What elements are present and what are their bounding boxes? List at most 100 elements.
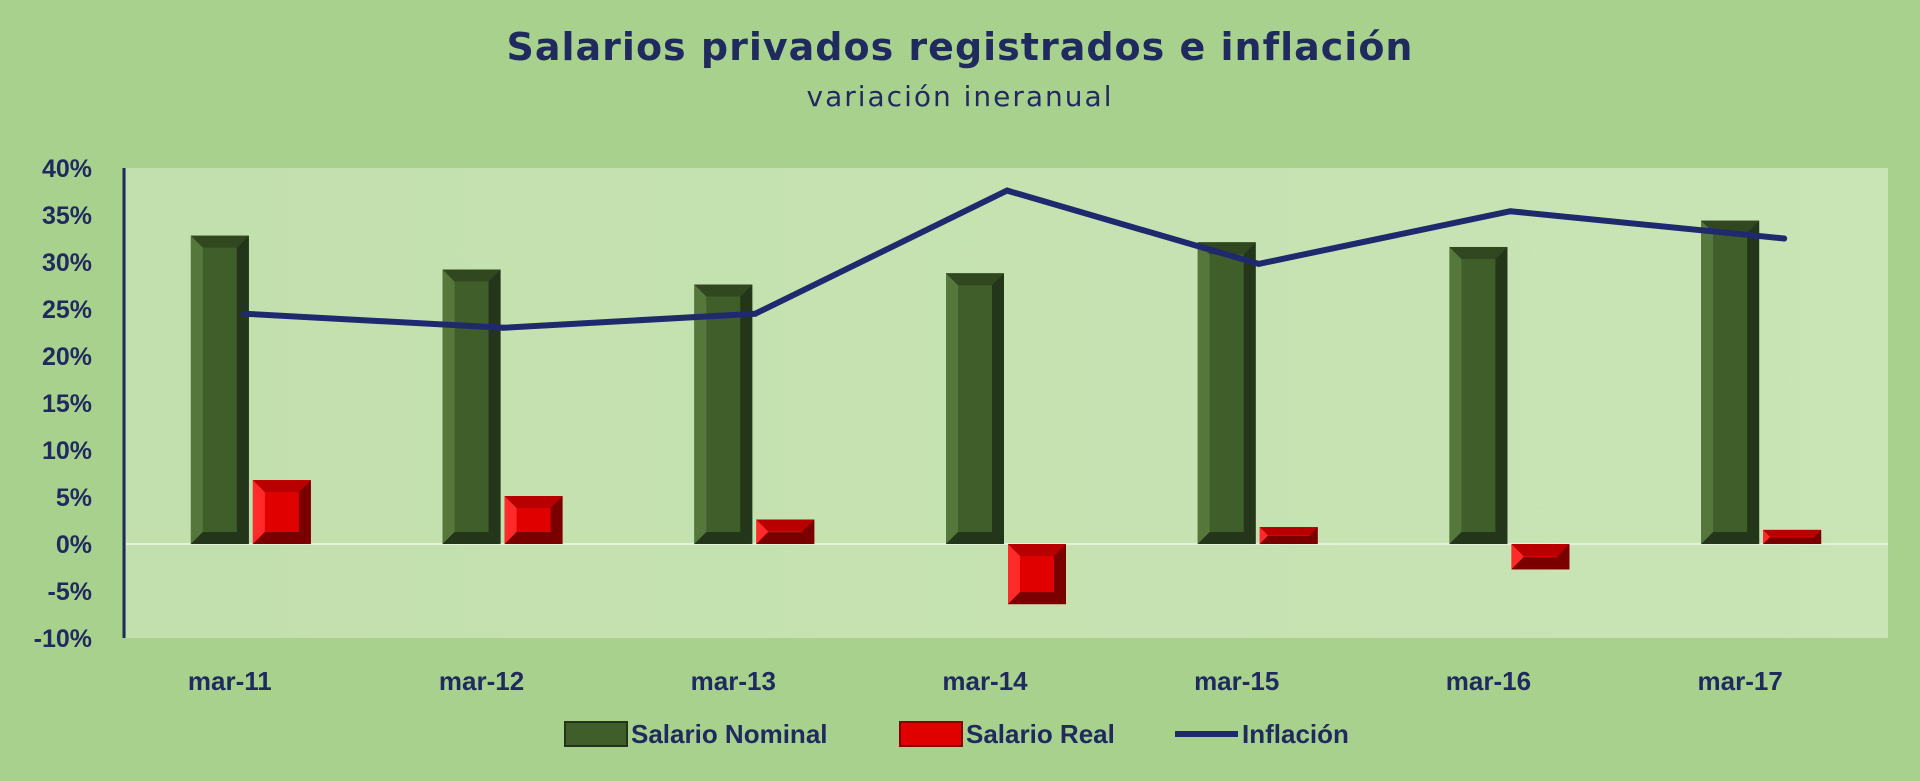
bar-salario-real (756, 519, 815, 544)
point-inflacion (500, 324, 507, 331)
bar-salario-real-bevel-left (1008, 544, 1020, 605)
bar-salario-nominal-bevel-right (1495, 246, 1508, 544)
bar-salario-nominal-bevel-left (442, 269, 455, 544)
y-tick-label: -10% (34, 625, 92, 653)
point-inflacion (1781, 235, 1788, 242)
bar-salario-real-bevel-right (1054, 544, 1066, 605)
bar-salario-real-bevel-right (1814, 529, 1822, 544)
bar-salario-nominal-bevel-bottom (190, 532, 249, 544)
point-inflacion (240, 310, 247, 317)
y-tick-label: 20% (42, 343, 92, 371)
inflation-line-group (240, 187, 1788, 331)
y-axis-ticks: 40% 35% 30% 25% 20% 15% 10% 5% 0% -5% -10% (34, 155, 92, 653)
bar-salario-real (1511, 544, 1570, 570)
bar-salario-real-bevel-right (802, 519, 815, 544)
x-tick-label: mar-13 (691, 666, 776, 696)
y-tick-label: 15% (42, 390, 92, 418)
bar-salario-real-bevel-bottom (1008, 592, 1066, 605)
bar-salario-nominal-bevel-top (1449, 246, 1508, 259)
bar-salario-nominal (694, 284, 753, 544)
bar-salario-real-bevel-right (550, 496, 563, 544)
bar-salario-real-bevel-top (252, 480, 311, 493)
bar-salario-real (1763, 529, 1822, 544)
bar-salario-real-bevel-top (756, 519, 815, 532)
bar-salario-real-bevel-left (252, 480, 265, 544)
point-inflacion (752, 310, 759, 317)
bar-salario-real-bevel-bottom (1259, 536, 1318, 544)
y-tick-label: 0% (56, 531, 92, 559)
bar-salario-nominal-bevel-left (190, 235, 203, 544)
bar-salario-nominal-bevel-right (488, 269, 501, 544)
point-inflacion (1507, 208, 1514, 215)
bar-salario-real-bevel-right (1557, 544, 1570, 570)
bar-salario-real (252, 480, 311, 544)
bar-salario-nominal-bevel-bottom (694, 532, 753, 544)
bar-salario-nominal (190, 235, 249, 544)
chart-subtitle: variación ineranual (807, 80, 1114, 113)
bar-salario-real (504, 496, 563, 544)
legend: Salario Nominal Salario Real Inflación (564, 719, 1349, 749)
x-axis-ticks: mar-11 mar-12 mar-13 mar-14 mar-15 mar-16 mar-… (188, 666, 1783, 696)
bar-salario-real-bevel-top (504, 496, 563, 509)
x-tick-label: mar-16 (1446, 666, 1531, 696)
y-tick-label: 5% (56, 484, 92, 512)
legend-swatch-salario-nominal (564, 721, 628, 747)
x-tick-label: mar-17 (1698, 666, 1783, 696)
y-tick-label: -5% (48, 578, 92, 606)
bar-salario-nominal-bevel-bottom (1449, 532, 1508, 544)
bar-salario-real-bevel-top (1511, 544, 1570, 556)
bar-salario-nominal-bevel-left (694, 284, 707, 544)
bar-salario-real-bevel-top (1008, 544, 1066, 556)
bar-salario-real-bevel-left (1763, 529, 1770, 544)
y-tick-label: 30% (42, 249, 92, 277)
legend-label-salario-real: Salario Real (966, 719, 1115, 749)
bar-salario-real-bevel-bottom (1511, 557, 1570, 570)
bar-salario-nominal-bevel-right (1243, 242, 1256, 544)
bar-salario-nominal-bevel-bottom (1701, 532, 1760, 544)
plot-area (126, 168, 1888, 638)
bar-salario-real (1008, 544, 1066, 605)
bar-salario-real-bevel-top (1259, 527, 1318, 536)
y-tick-label: 40% (42, 155, 92, 183)
chart-title: Salarios privados registrados e inflació… (507, 25, 1414, 69)
legend-label-salario-nominal: Salario Nominal (631, 719, 828, 749)
point-inflacion (1004, 187, 1010, 194)
legend-item-salario-nominal: Salario Nominal (564, 719, 828, 749)
legend-item-inflacion: Inflación (1175, 719, 1349, 749)
bar-salario-nominal-bevel-right (992, 273, 1004, 544)
legend-swatch-salario-real (899, 721, 963, 747)
bar-salario-real-bevel-left (1511, 544, 1524, 570)
bar-salario-nominal-bevel-bottom (946, 532, 1004, 544)
bar-salario-real-bevel-left (504, 496, 517, 544)
bar-salario-nominal-bevel-bottom (1197, 532, 1256, 544)
bar-salario-real-bevel-bottom (252, 532, 311, 544)
bar-salario-real-bevel-top (1763, 529, 1822, 537)
bar-salario-real-bevel-left (756, 519, 769, 544)
bars-group (190, 220, 1822, 605)
x-tick-label: mar-14 (942, 666, 1028, 696)
bar-salario-nominal (946, 273, 1004, 544)
bar-salario-nominal-bevel-top (946, 273, 1004, 286)
bar-salario-nominal-bevel-top (694, 284, 753, 297)
bar-salario-nominal (1449, 246, 1508, 544)
bar-salario-nominal-bevel-top (442, 269, 501, 282)
y-tick-label: 25% (42, 296, 92, 324)
bar-salario-nominal-bevel-left (1197, 242, 1210, 544)
bar-salario-real-bevel-left (1259, 527, 1268, 544)
bar-salario-nominal-bevel-left (1449, 246, 1462, 544)
bar-salario-nominal-bevel-bottom (442, 532, 501, 544)
bar-salario-real-bevel-bottom (756, 532, 815, 544)
x-tick-label: mar-11 (188, 666, 272, 696)
x-tick-label: mar-12 (439, 666, 524, 696)
bar-salario-nominal-bevel-right (740, 284, 753, 544)
y-tick-label: 10% (42, 437, 92, 465)
bar-salario-real-bevel-right (1309, 527, 1318, 544)
bar-salario-nominal (1701, 220, 1760, 544)
bar-salario-real (1259, 527, 1318, 544)
bar-salario-nominal-bevel-left (946, 273, 958, 544)
bar-salario-real-bevel-bottom (504, 532, 563, 544)
bar-salario-nominal-bevel-right (1747, 220, 1760, 544)
bar-salario-nominal (442, 269, 501, 544)
bar-salario-nominal-bevel-left (1701, 220, 1714, 544)
